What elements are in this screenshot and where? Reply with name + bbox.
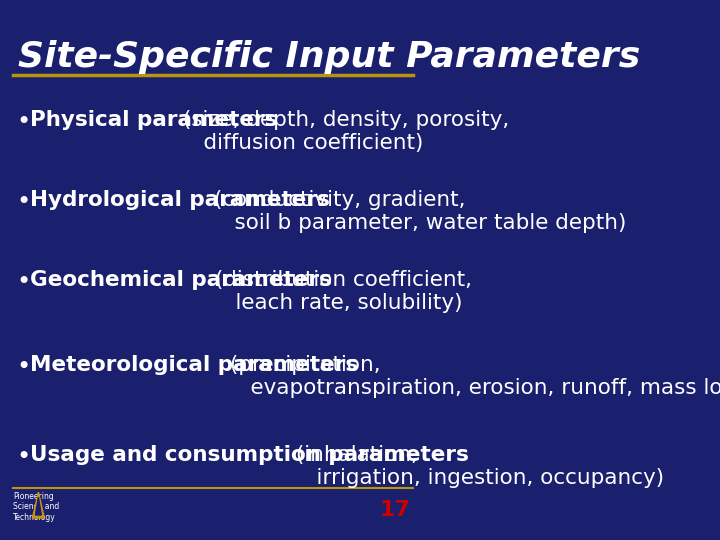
Text: Site-Specific Input Parameters: Site-Specific Input Parameters	[18, 40, 640, 74]
Text: Physical parameters: Physical parameters	[30, 110, 277, 130]
Text: Hydrological parameters: Hydrological parameters	[30, 190, 330, 210]
Text: (precipitation,
    evapotranspiration, erosion, runoff, mass loading: (precipitation, evapotranspiration, eros…	[223, 355, 720, 398]
Text: (inhalation,
    irrigation, ingestion, occupancy): (inhalation, irrigation, ingestion, occu…	[289, 445, 664, 488]
Text: Usage and consumption parameters: Usage and consumption parameters	[30, 445, 469, 465]
Polygon shape	[35, 497, 41, 515]
Text: •: •	[17, 355, 31, 379]
Text: 17: 17	[379, 500, 410, 520]
Text: (distribution coefficient,
    leach rate, solubility): (distribution coefficient, leach rate, s…	[208, 270, 472, 313]
Text: Pioneering
Science and
Technology: Pioneering Science and Technology	[13, 492, 59, 522]
Polygon shape	[32, 492, 45, 518]
Text: (size, depth, density, porosity,
    diffusion coefficient): (size, depth, density, porosity, diffusi…	[176, 110, 509, 153]
Text: •: •	[17, 445, 31, 469]
Text: •: •	[17, 190, 31, 214]
Text: •: •	[17, 110, 31, 134]
Text: •: •	[17, 270, 31, 294]
Text: (conductivity, gradient,
    soil b parameter, water table depth): (conductivity, gradient, soil b paramete…	[207, 190, 626, 233]
Text: Meteorological parameters: Meteorological parameters	[30, 355, 358, 375]
Text: Geochemical parameters: Geochemical parameters	[30, 270, 331, 290]
